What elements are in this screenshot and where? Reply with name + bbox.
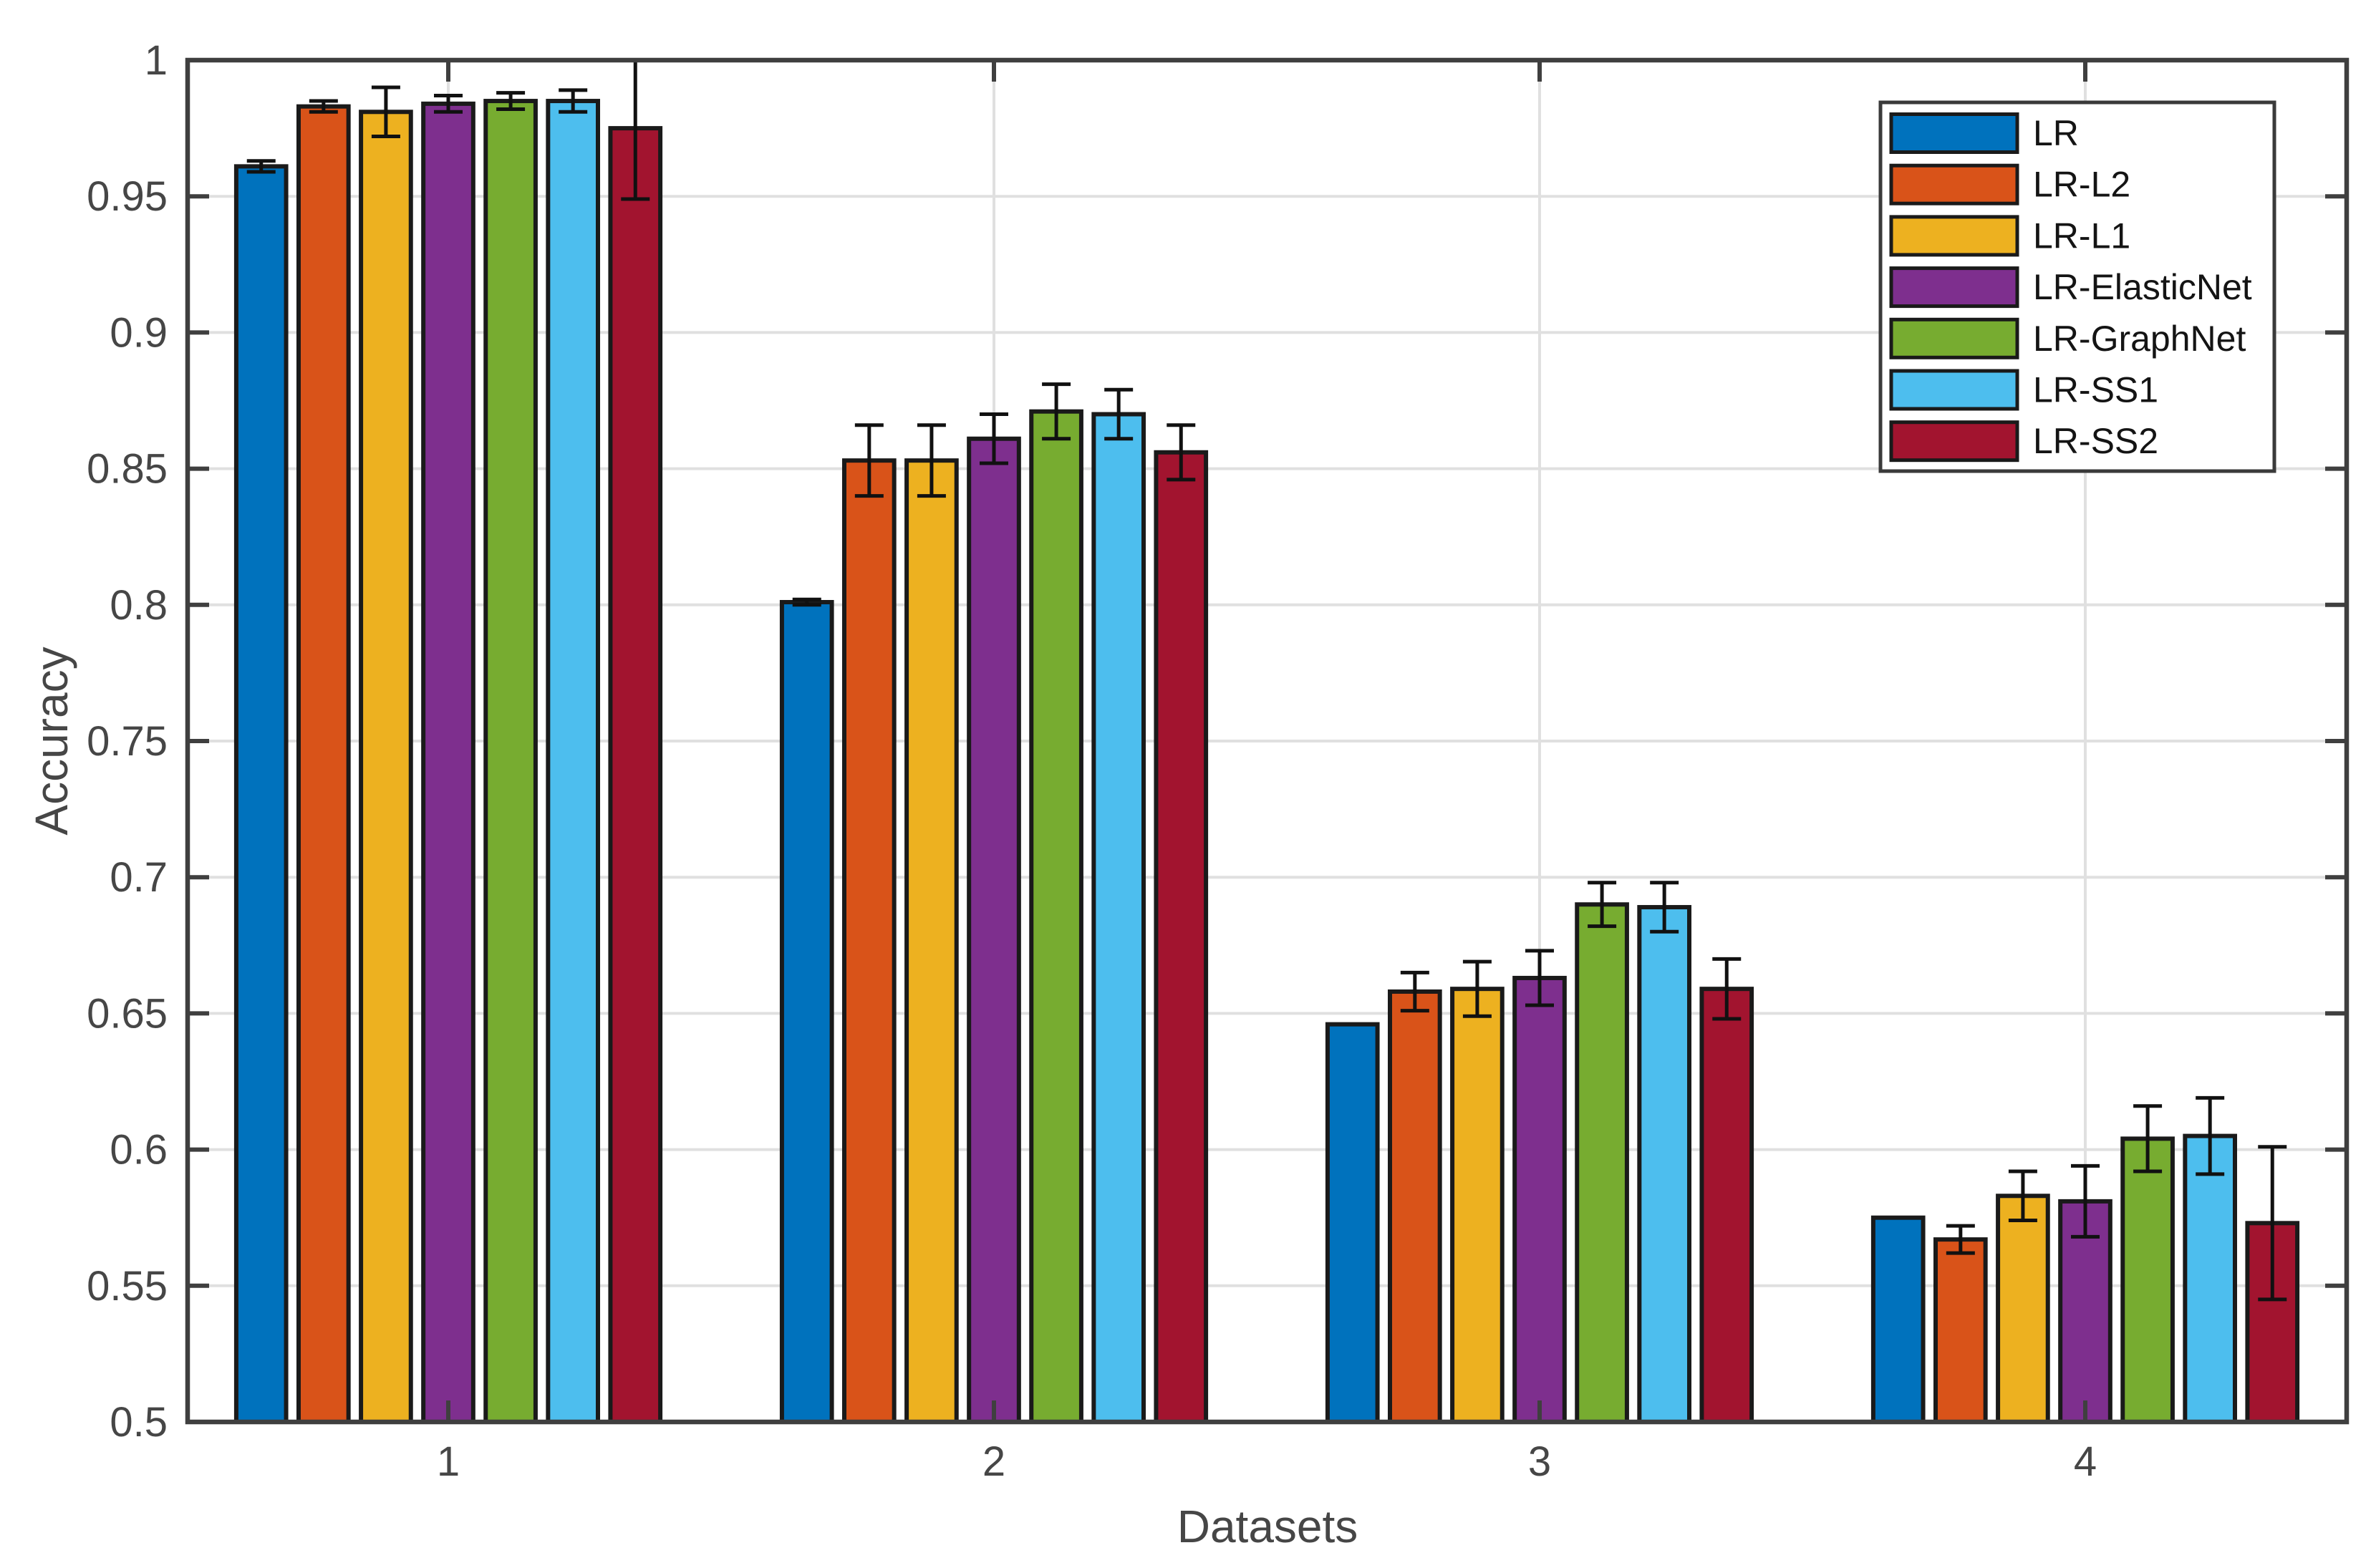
bar-LR-GraphNet-group4 bbox=[2120, 1136, 2175, 1425]
legend-label: LR bbox=[2033, 113, 2079, 153]
x-axis-label: Datasets bbox=[1177, 1501, 1358, 1552]
error-bar-LR-GraphNet-group1 bbox=[496, 91, 526, 111]
bar-LR-group3 bbox=[1325, 1022, 1380, 1424]
bar-LR-SS1-group3 bbox=[1637, 905, 1692, 1424]
bar-LR-L1-group3 bbox=[1450, 987, 1505, 1424]
y-axis-label: Accuracy bbox=[26, 647, 77, 835]
legend-swatch bbox=[1889, 420, 2019, 463]
legend-entry: LR-ElasticNet bbox=[1889, 266, 2252, 309]
x-tick-label: 4 bbox=[2074, 1438, 2097, 1485]
legend-entry: LR-GraphNet bbox=[1889, 317, 2246, 359]
legend-entry: LR-L2 bbox=[1889, 163, 2130, 205]
legend-label: LR-SS1 bbox=[2033, 370, 2158, 410]
legend-swatch bbox=[1889, 215, 2019, 257]
x-tick-label: 1 bbox=[437, 1438, 460, 1485]
bar-LR-group4 bbox=[1870, 1215, 1926, 1424]
error-bar-LR-group2 bbox=[792, 597, 821, 607]
legend: LR LR-L2 LR-L1 LR-ElasticNet LR-GraphNet LR-S… bbox=[1878, 100, 2276, 473]
error-bar-LR-L1-group1 bbox=[371, 85, 400, 139]
error-bar-LR-SS2-group2 bbox=[1167, 423, 1196, 482]
error-bar-LR-GraphNet-group4 bbox=[2133, 1104, 2163, 1173]
bar-LR-SS2-group3 bbox=[1699, 987, 1754, 1424]
axes-box bbox=[185, 57, 2350, 1425]
bar-LR-group2 bbox=[779, 599, 834, 1424]
x-tick-label: 3 bbox=[1528, 1438, 1551, 1485]
bar-LR-GraphNet-group3 bbox=[1575, 902, 1629, 1424]
error-bar-LR-GraphNet-group3 bbox=[1588, 881, 1617, 929]
legend-swatch bbox=[1889, 317, 2019, 359]
y-tick-label: 0.6 bbox=[110, 1127, 168, 1173]
error-bar-LR-L2-group3 bbox=[1400, 970, 1429, 1013]
bar-LR-ElasticNet-group1 bbox=[421, 101, 475, 1424]
bar-LR-ElasticNet-group3 bbox=[1512, 975, 1567, 1424]
bar-LR-L2-group4 bbox=[1933, 1237, 1988, 1424]
error-bar-LR-ElasticNet-group1 bbox=[434, 93, 463, 114]
y-tick-label: 0.85 bbox=[87, 446, 168, 493]
bar-LR-L1-group2 bbox=[904, 458, 959, 1424]
error-bar-LR-L2-group2 bbox=[854, 423, 884, 498]
y-tick-label: 0.5 bbox=[110, 1399, 168, 1446]
error-bar-LR-L1-group4 bbox=[2008, 1169, 2037, 1223]
error-bar-LR-group1 bbox=[246, 159, 276, 174]
bar-LR-L2-group3 bbox=[1387, 989, 1442, 1424]
error-bar-LR-L2-group4 bbox=[1946, 1224, 1975, 1255]
error-bar-LR-SS1-group4 bbox=[2196, 1095, 2225, 1176]
bar-LR-SS1-group2 bbox=[1091, 412, 1146, 1424]
bars-layer bbox=[233, 99, 2300, 1425]
legend-entry: LR-SS2 bbox=[1889, 420, 2158, 463]
y-tick-label: 0.95 bbox=[87, 173, 168, 220]
y-tick-label: 1 bbox=[145, 37, 168, 84]
y-tick-label: 0.55 bbox=[87, 1263, 168, 1310]
y-tick-label: 0.75 bbox=[87, 718, 168, 765]
error-bar-LR-SS1-group1 bbox=[559, 88, 588, 114]
legend-swatch bbox=[1889, 369, 2019, 411]
bar-LR-GraphNet-group1 bbox=[483, 99, 538, 1424]
error-bars-layer bbox=[246, 60, 2287, 1302]
bar-LR-L1-group4 bbox=[1996, 1194, 2050, 1424]
error-bar-LR-ElasticNet-group3 bbox=[1525, 949, 1554, 1007]
error-bar-LR-ElasticNet-group2 bbox=[980, 412, 1008, 465]
legend-swatch bbox=[1889, 112, 2019, 154]
legend-entry: LR-SS1 bbox=[1889, 369, 2158, 411]
legend-label: LR-ElasticNet bbox=[2033, 267, 2252, 307]
bar-LR-ElasticNet-group2 bbox=[967, 436, 1021, 1424]
bar-LR-SS2-group2 bbox=[1154, 450, 1209, 1424]
error-bar-LR-GraphNet-group2 bbox=[1042, 382, 1071, 441]
legend-swatch bbox=[1889, 266, 2019, 309]
error-bar-LR-ElasticNet-group4 bbox=[2071, 1163, 2100, 1239]
axes-layer bbox=[185, 57, 2350, 1425]
bar-LR-SS1-group4 bbox=[2183, 1133, 2238, 1424]
error-bar-LR-SS1-group3 bbox=[1650, 881, 1679, 934]
bar-LR-SS2-group1 bbox=[608, 126, 663, 1425]
bar-LR-SS1-group1 bbox=[546, 99, 601, 1424]
bar-LR-L2-group1 bbox=[296, 104, 351, 1425]
error-bar-LR-SS2-group4 bbox=[2258, 1145, 2287, 1302]
x-tick-label: 2 bbox=[982, 1438, 1005, 1485]
error-bar-LR-SS2-group1 bbox=[621, 60, 650, 201]
legend-entry: LR bbox=[1889, 112, 2079, 154]
error-bar-LR-L1-group2 bbox=[917, 423, 946, 498]
bar-LR-L1-group1 bbox=[359, 110, 413, 1424]
error-bar-LR-SS1-group2 bbox=[1104, 387, 1134, 441]
bar-LR-GraphNet-group2 bbox=[1029, 409, 1083, 1425]
tick-label-layer: 0.5 0.55 0.6 0.65 0.7 0.75 0.8 0.85 0.9 0.95 1 1 2 3 4 bbox=[87, 37, 2097, 1485]
y-tick-label: 0.9 bbox=[110, 309, 168, 356]
bar-LR-group1 bbox=[233, 164, 289, 1425]
legend-label: LR-GraphNet bbox=[2033, 319, 2246, 359]
error-bar-LR-SS2-group3 bbox=[1712, 957, 1742, 1021]
legend-swatch bbox=[1889, 163, 2019, 205]
legend-label: LR-L2 bbox=[2033, 165, 2130, 205]
legend-label: LR-SS2 bbox=[2033, 421, 2158, 461]
y-tick-label: 0.7 bbox=[110, 854, 168, 901]
legend-entry: LR-L1 bbox=[1889, 215, 2130, 257]
error-bar-LR-L1-group3 bbox=[1462, 959, 1492, 1018]
legend-label: LR-L1 bbox=[2033, 216, 2130, 256]
bar-LR-L2-group2 bbox=[841, 458, 897, 1424]
error-bar-LR-L2-group1 bbox=[309, 99, 338, 114]
y-tick-label: 0.8 bbox=[110, 582, 168, 629]
y-tick-label: 0.65 bbox=[87, 990, 168, 1037]
